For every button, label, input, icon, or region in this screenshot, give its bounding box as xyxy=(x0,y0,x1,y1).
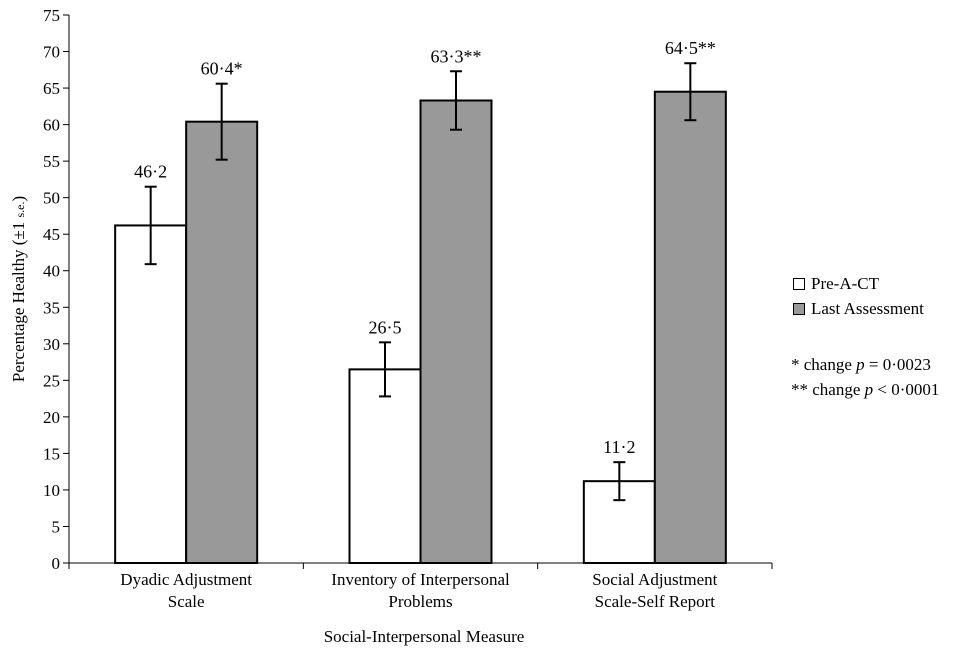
y-tick-label: 5 xyxy=(52,517,61,536)
bars xyxy=(114,90,727,565)
legend: Pre-A-CT Last Assessment xyxy=(793,271,924,321)
y-tick-label: 40 xyxy=(43,262,60,281)
y-tick-label: 30 xyxy=(43,335,60,354)
x-category-label: Inventory of Interpersonal Problems xyxy=(331,570,510,611)
x-category-label: Social Adjustment Scale-Self Report xyxy=(592,570,717,611)
x-axis-title: Social-Interpersonal Measure xyxy=(324,627,525,646)
legend-label-last: Last Assessment xyxy=(811,299,924,318)
legend-label-pre: Pre-A-CT xyxy=(811,274,879,293)
bar xyxy=(348,368,422,564)
axes: 0 5 10 15 20 25 30 35 40 45 50 55 60 65 70 75 Dyadic Adj… xyxy=(43,6,773,611)
y-tick-label: 50 xyxy=(43,189,60,208)
error-bars xyxy=(144,62,697,502)
y-tick-label: 60 xyxy=(43,116,60,135)
data-label: 60·4* xyxy=(201,59,243,79)
y-tick-label: 55 xyxy=(43,152,60,171)
x-category-label-line: Problems xyxy=(388,592,452,611)
significance-notes: * change p = 0·0023 ** change p < 0·0001 xyxy=(791,352,939,402)
y-tick-label: 10 xyxy=(43,481,60,500)
legend-item-last: Last Assessment xyxy=(793,296,924,321)
legend-item-pre: Pre-A-CT xyxy=(793,271,924,296)
x-category-label-line: Scale-Self Report xyxy=(595,592,716,611)
x-category-label-line: Social Adjustment xyxy=(592,570,717,589)
y-tick-label: 45 xyxy=(43,225,60,244)
data-label: 26·5 xyxy=(369,317,402,337)
data-label: 63·3** xyxy=(431,46,482,66)
data-label: 46·2 xyxy=(134,162,167,182)
y-tick-label: 15 xyxy=(43,444,60,463)
y-axis-title-end: ) xyxy=(9,196,28,202)
y-tick-label: 65 xyxy=(43,79,60,98)
x-category-label-line: Dyadic Adjustment xyxy=(120,570,252,589)
y-axis-title-se: s.e. xyxy=(13,202,27,218)
data-label: 64·5** xyxy=(665,38,716,58)
y-tick-label: 25 xyxy=(43,371,60,390)
y-tick-label: 35 xyxy=(43,298,60,317)
y-axis-title-main: Percentage Healthy (±1 xyxy=(9,218,28,383)
legend-swatch-pre xyxy=(793,277,805,290)
x-category-label: Dyadic Adjustment Scale xyxy=(120,570,252,611)
y-tick-label: 75 xyxy=(43,6,60,25)
bar xyxy=(419,99,493,564)
legend-swatch-last xyxy=(793,302,805,315)
y-tick-label: 20 xyxy=(43,408,60,427)
bar xyxy=(185,120,259,564)
bar xyxy=(114,224,188,564)
data-labels: 46·2 60·4* 26·5 63·3** 11·2 64·5** xyxy=(134,38,716,457)
x-category-label-line: Scale xyxy=(168,592,205,611)
y-axis-title: Percentage Healthy (±1 s.e.) xyxy=(9,196,28,382)
x-category-label-line: Inventory of Interpersonal xyxy=(331,570,510,589)
note-2: ** change p < 0·0001 xyxy=(791,380,940,399)
data-label: 11·2 xyxy=(603,437,635,457)
y-tick-label: 0 xyxy=(52,554,61,573)
note-1: * change p = 0·0023 xyxy=(791,355,931,374)
y-tick-label: 70 xyxy=(43,43,60,62)
bar xyxy=(653,90,727,564)
